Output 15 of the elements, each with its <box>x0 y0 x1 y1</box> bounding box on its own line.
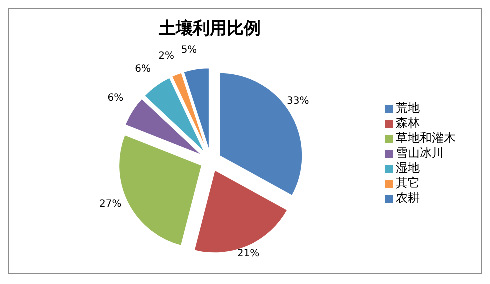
data-label: 5% <box>181 44 198 56</box>
legend-label: 雪山冰川 <box>396 146 444 161</box>
data-label: 6% <box>108 93 124 104</box>
data-label: 6% <box>135 64 152 75</box>
legend-label: 荒地 <box>396 101 420 116</box>
legend-label: 其它 <box>396 176 420 191</box>
data-label: 27% <box>100 199 122 210</box>
data-label: 2% <box>158 51 175 62</box>
data-label: 33% <box>286 96 310 108</box>
chart-title: 土壤利用比例 <box>158 18 262 40</box>
legend-label: 湿地 <box>396 161 420 176</box>
legend-label: 森林 <box>396 116 420 131</box>
data-label: 21% <box>237 248 260 260</box>
legend-label: 草地和灌木 <box>396 131 456 146</box>
legend-label: 农耕 <box>396 191 420 206</box>
